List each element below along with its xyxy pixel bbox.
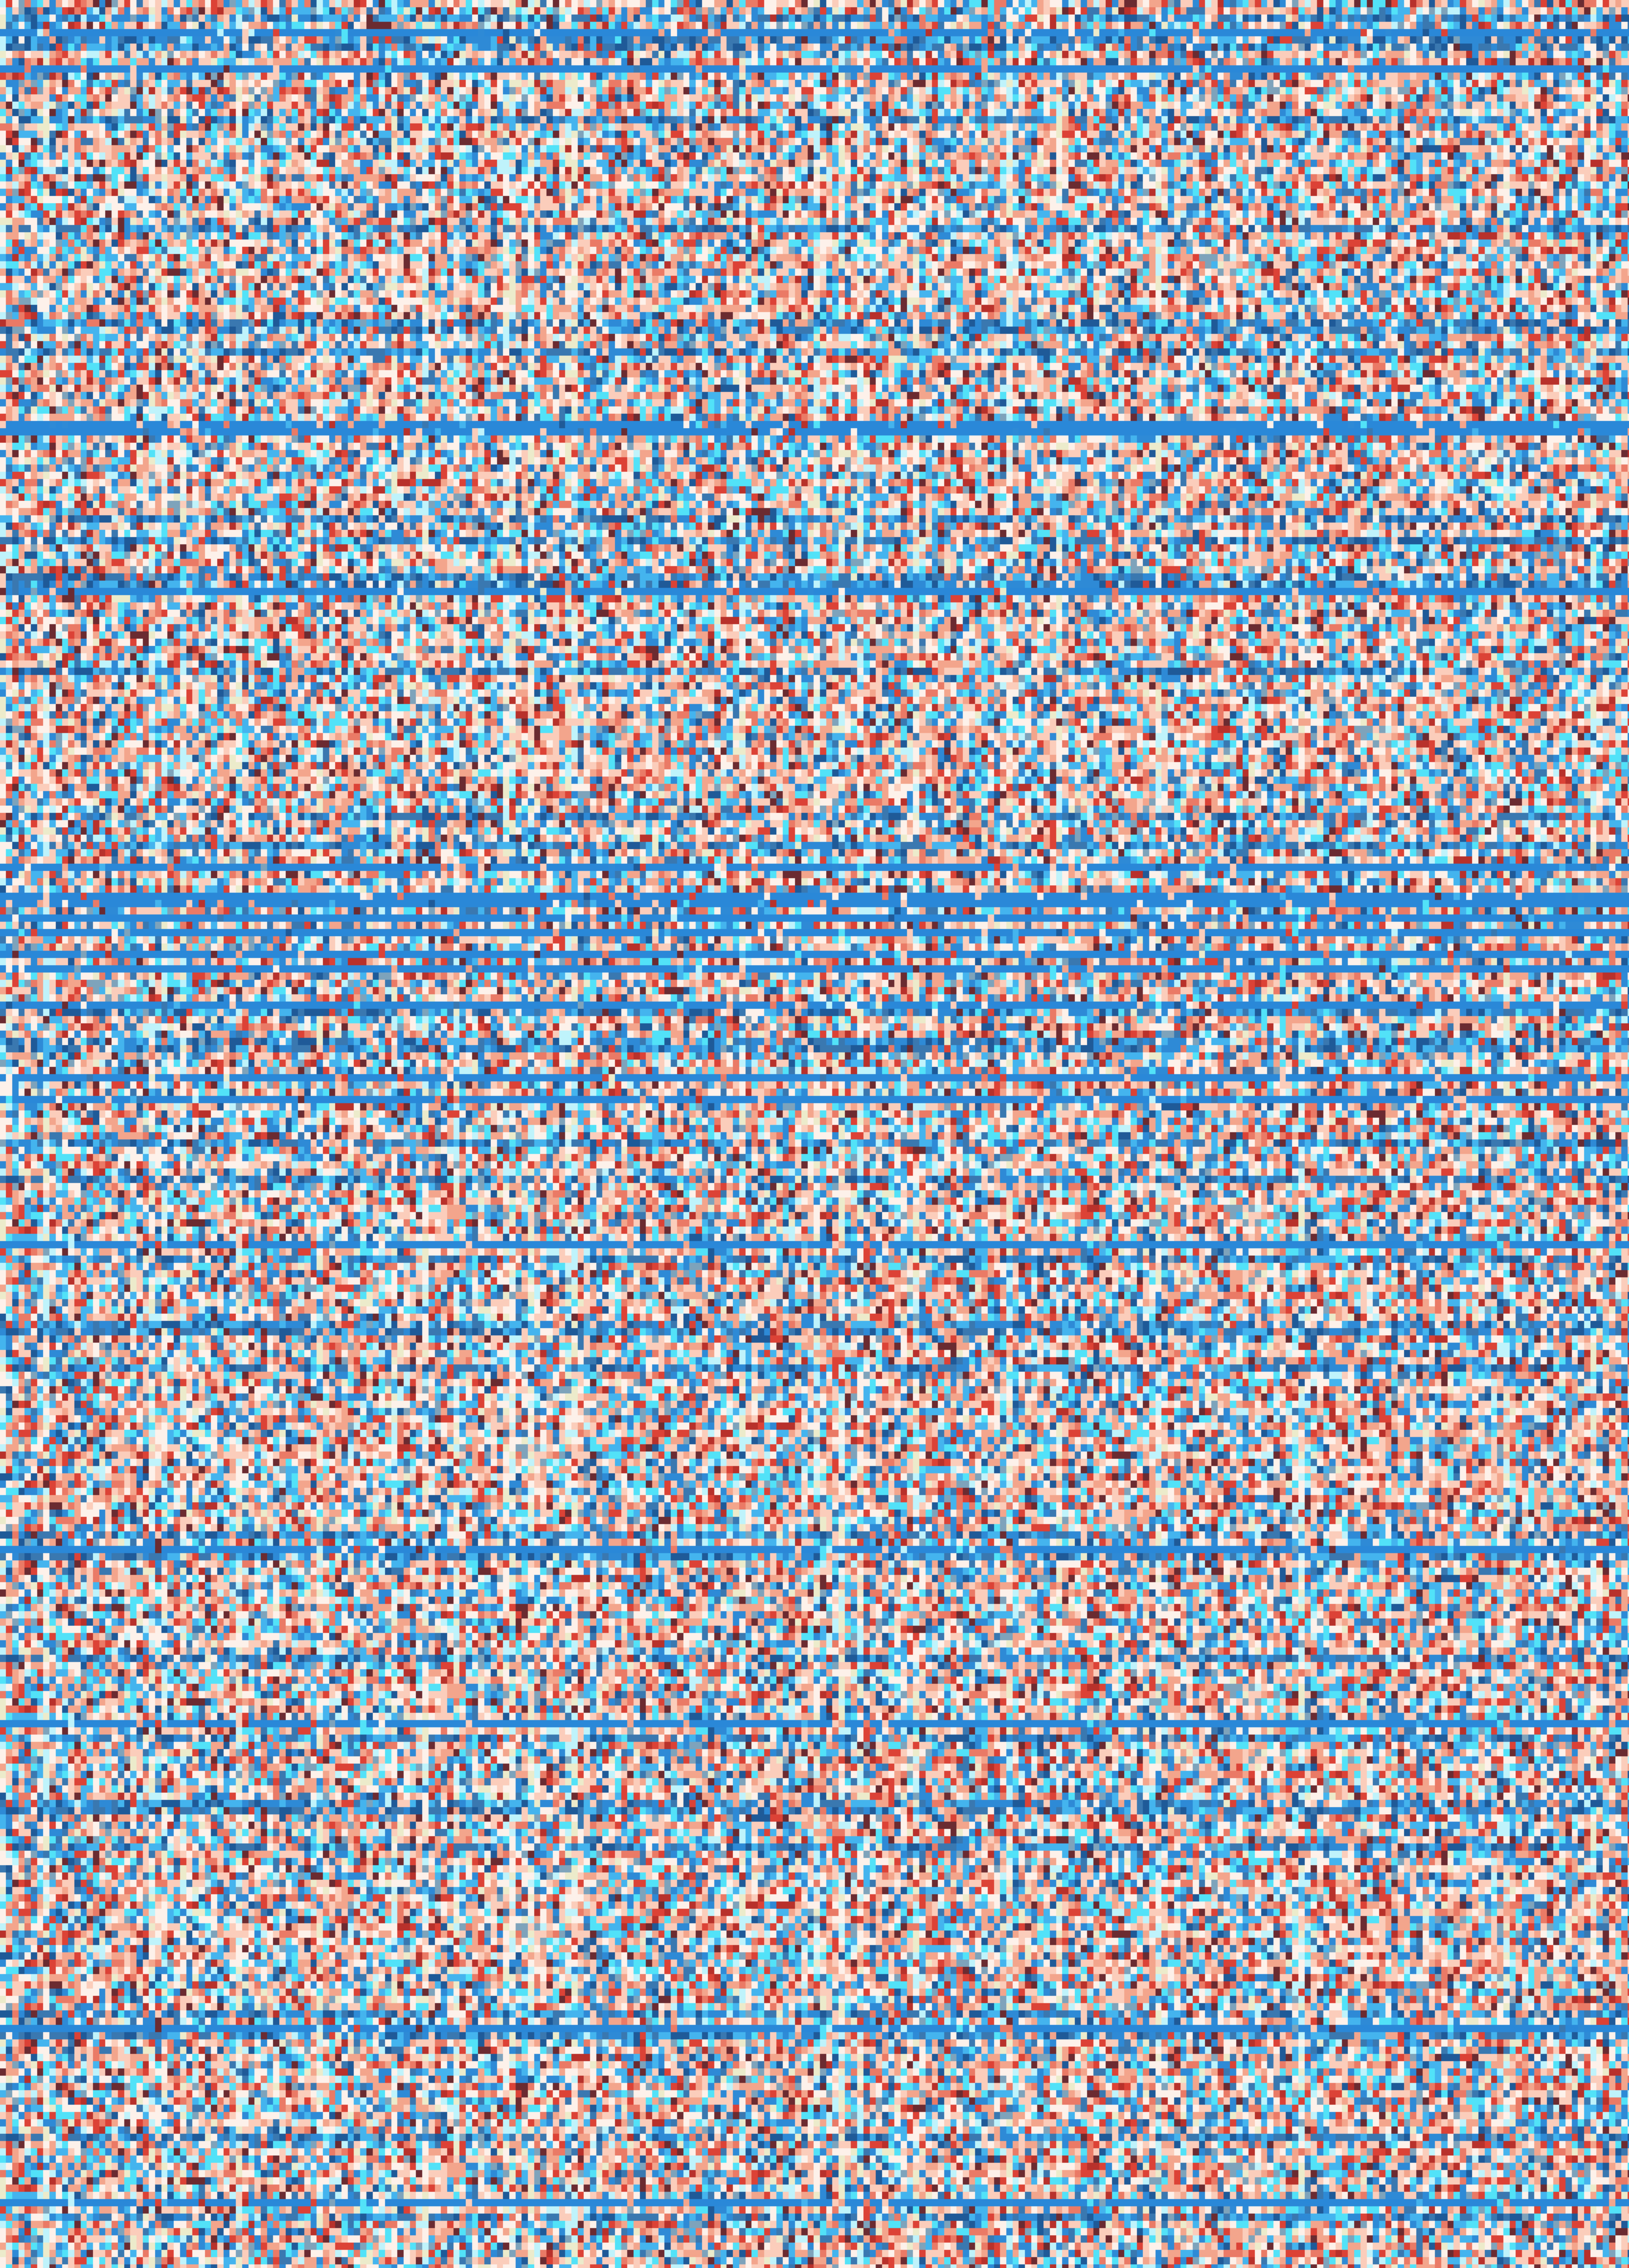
color-mosaic-grid [0, 0, 1629, 2268]
